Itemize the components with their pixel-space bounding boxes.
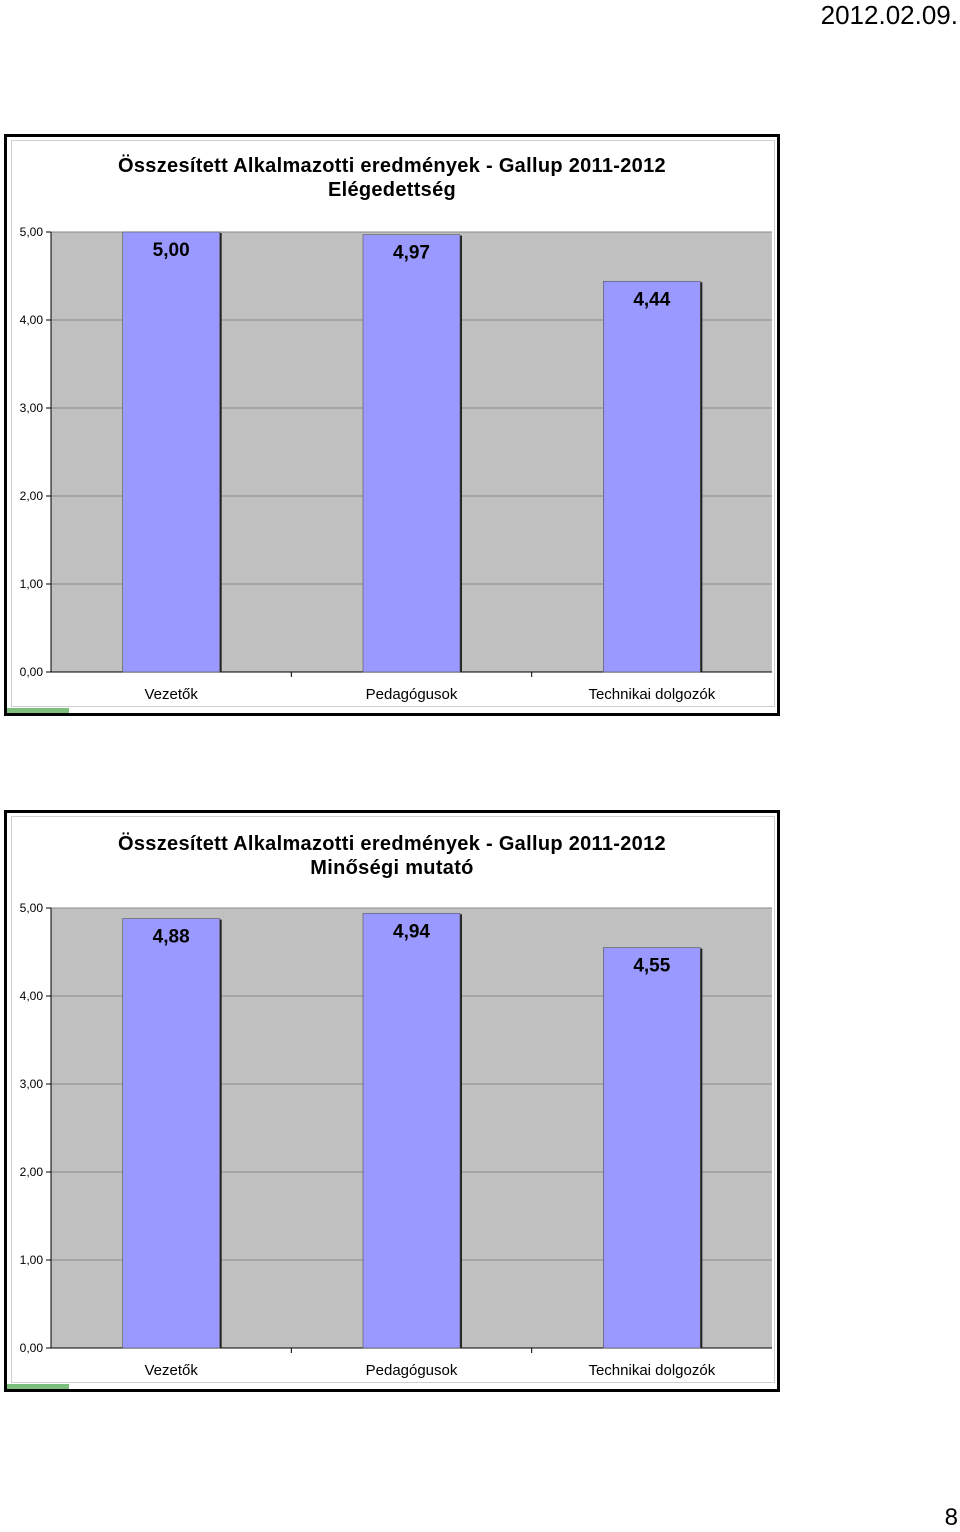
- page-date: 2012.02.09.: [820, 0, 958, 30]
- y-tick-label: 4,00: [20, 313, 44, 327]
- bar: [122, 231, 220, 673]
- data-label: 4,94: [393, 921, 430, 942]
- bar: [362, 912, 461, 1349]
- x-category-label: Technikai dolgozók: [588, 686, 715, 703]
- chart-plot: 0,00 1,00 2,00 3,00 4,00 5,00 4,88 Vezetők 4,94 P…: [20, 901, 772, 1379]
- y-tick-label: 1,00: [20, 577, 44, 591]
- data-label: 4,97: [393, 243, 430, 264]
- chart-elegedettseg: Összesített Alkalmazotti eredmények - Ga…: [4, 134, 780, 716]
- y-tick-label: 1,00: [20, 1253, 44, 1267]
- data-label: 4,55: [633, 956, 670, 977]
- bar: [122, 918, 220, 1349]
- x-category-label: Pedagógusok: [366, 1362, 458, 1379]
- chart-subtitle: Elégedettség: [327, 179, 457, 201]
- data-label: 5,00: [153, 240, 190, 261]
- chart-plot: 0,00 1,00 2,00 3,00 4,00 5,00 5,00 Vezetők 4,97 P…: [20, 225, 772, 703]
- x-category-label: Pedagógusok: [366, 686, 458, 703]
- y-tick-label: 0,00: [20, 665, 44, 679]
- y-tick-label: 5,00: [20, 901, 44, 915]
- y-tick-label: 3,00: [20, 1077, 44, 1091]
- y-tick-label: 5,00: [20, 225, 44, 239]
- chart-title: Összesített Alkalmazotti eredmények - Ga…: [118, 155, 666, 177]
- x-category-label: Vezetők: [144, 1362, 198, 1379]
- chart-minosegi-mutato: Összesített Alkalmazotti eredmények - Ga…: [4, 810, 780, 1392]
- bar: [603, 947, 701, 1349]
- y-tick-label: 3,00: [20, 401, 44, 415]
- chart-subtitle: Minőségi mutató: [310, 857, 474, 879]
- y-tick-label: 2,00: [20, 489, 44, 503]
- data-label: 4,88: [153, 927, 190, 948]
- bar: [603, 280, 701, 673]
- page-number: 8: [944, 1504, 958, 1531]
- y-tick-label: 2,00: [20, 1165, 44, 1179]
- y-tick-label: 0,00: [20, 1341, 44, 1355]
- x-category-label: Vezetők: [144, 686, 198, 703]
- data-label: 4,44: [633, 289, 670, 310]
- chart-title: Összesített Alkalmazotti eredmények - Ga…: [118, 833, 666, 855]
- y-tick-label: 4,00: [20, 989, 44, 1003]
- bar: [362, 234, 461, 673]
- x-category-label: Technikai dolgozók: [588, 1362, 715, 1379]
